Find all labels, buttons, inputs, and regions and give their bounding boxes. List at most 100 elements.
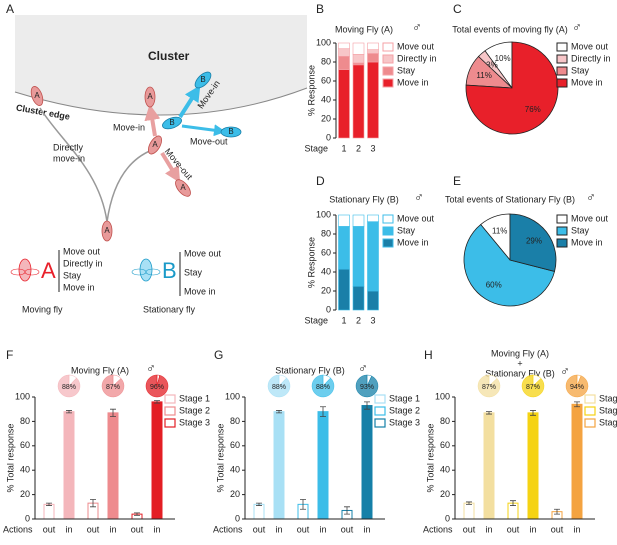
legend-swatch — [374, 418, 386, 428]
cluster-edge — [14, 87, 308, 116]
legend-label: Move in — [571, 237, 603, 247]
fly — [194, 71, 212, 89]
fly — [30, 86, 44, 106]
mini-pie-slice — [145, 374, 169, 398]
mini-pie-label: 87% — [482, 384, 496, 391]
x-tick-label: 3 — [370, 143, 375, 153]
y-tick-label: 80 — [20, 416, 30, 426]
cluster-area — [15, 15, 307, 116]
pie-slice — [509, 213, 557, 272]
y-axis-label: % Total response — [5, 424, 15, 493]
legend-swatch — [374, 406, 386, 416]
y-tick-label: 0 — [235, 513, 240, 523]
slice-label: 3% — [486, 60, 498, 69]
legend-label: Move out — [397, 41, 435, 51]
legend-item: Directly in — [63, 258, 103, 268]
x-tick-label: out — [551, 524, 564, 534]
legend-label: Move in — [397, 237, 429, 247]
legend-swatch — [382, 226, 394, 236]
legend-label: Stay — [571, 65, 590, 75]
mini-pie-slice — [311, 374, 335, 398]
cluster-label: Cluster — [148, 49, 190, 63]
mini-pie-slice — [521, 374, 545, 398]
mini-pie-slice — [57, 374, 81, 398]
legend-swatch — [556, 238, 568, 248]
y-tick-label: 20 — [321, 113, 331, 123]
mini-pie-slice — [565, 374, 589, 398]
y-tick-label: 0 — [445, 513, 450, 523]
error-bar — [574, 401, 580, 408]
legend-swatch — [164, 418, 176, 428]
pie-slice — [465, 41, 559, 135]
y-tick-label: 20 — [321, 285, 331, 295]
x-tick-label: in — [275, 524, 282, 534]
error-bar — [300, 499, 306, 510]
mini-pie-label: 87% — [106, 384, 120, 391]
x-tick-label: in — [363, 524, 370, 534]
x-tick-label: out — [87, 524, 100, 534]
fly-label: A — [34, 91, 40, 100]
y-tick-label: 80 — [321, 56, 331, 66]
y-tick-label: 60 — [321, 75, 331, 85]
bar-segment — [352, 226, 365, 287]
error-bar — [364, 401, 370, 410]
y-tick-label: 100 — [316, 209, 331, 219]
mini-pie-slice — [477, 374, 501, 398]
y-tick-label: 60 — [230, 440, 240, 450]
x-tick-label: 2 — [356, 143, 361, 153]
fly — [162, 116, 182, 130]
legend-swatch — [556, 66, 568, 76]
bar-segment — [338, 69, 350, 139]
x-tick-label: out — [463, 524, 476, 534]
chart-title: Moving Fly (A) — [71, 365, 129, 375]
legend-swatch — [164, 394, 176, 404]
y-tick-label: 0 — [326, 304, 331, 314]
mini-pie-label: 88% — [316, 384, 330, 391]
y-axis-label: % Response — [306, 237, 316, 288]
bar-segment — [352, 42, 365, 55]
x-tick-label: 1 — [341, 315, 346, 325]
legend-label: Stage 3 — [389, 417, 420, 427]
error-bar — [466, 501, 472, 505]
sex-symbol: ♂ — [572, 19, 582, 34]
label: Directly — [53, 142, 84, 152]
diagram: A Cluster Cluster edge Directly move-in … — [6, 2, 308, 223]
x-tick-label: out — [341, 524, 354, 534]
error-bar — [66, 410, 72, 414]
legend-swatch — [556, 214, 568, 224]
slice-label: 29% — [526, 237, 542, 246]
legend-item: Stay — [63, 270, 82, 280]
slice-label: 60% — [486, 281, 502, 290]
label: Move-in — [113, 122, 145, 132]
mini-pie-slice — [267, 374, 291, 398]
legend-swatch — [556, 54, 568, 64]
panel-label: F — [6, 348, 13, 362]
path-line — [106, 149, 153, 223]
error-bar — [134, 512, 140, 516]
mini-pie-label: 94% — [570, 384, 584, 391]
legend-swatch — [374, 394, 386, 404]
x-tick-label: out — [131, 524, 144, 534]
legend-label: Directly in — [397, 53, 437, 63]
panel-label: A — [6, 2, 14, 16]
y-tick-label: 20 — [20, 489, 30, 499]
y-tick-label: 80 — [321, 228, 331, 238]
fly-label: B — [169, 118, 174, 127]
panel-label: D — [316, 174, 325, 188]
x-tick-label: in — [65, 524, 72, 534]
bar — [317, 411, 329, 520]
x-axis-label: Stage — [304, 143, 328, 153]
sex-symbol: ♂ — [358, 360, 368, 375]
bar-segment — [352, 54, 365, 64]
y-tick-label: 20 — [440, 489, 450, 499]
legend-label: Stay — [397, 65, 416, 75]
error-bar — [46, 502, 52, 506]
y-axis-label: % Total response — [215, 424, 225, 493]
y-tick-label: 0 — [25, 513, 30, 523]
legend-swatch — [556, 42, 568, 52]
legend-label: Stay — [571, 225, 590, 235]
fly-wing — [24, 268, 40, 276]
chart-title: Total events of Stationary Fly (B) — [445, 194, 575, 204]
y-tick-label: 60 — [20, 440, 30, 450]
fly — [147, 135, 163, 155]
